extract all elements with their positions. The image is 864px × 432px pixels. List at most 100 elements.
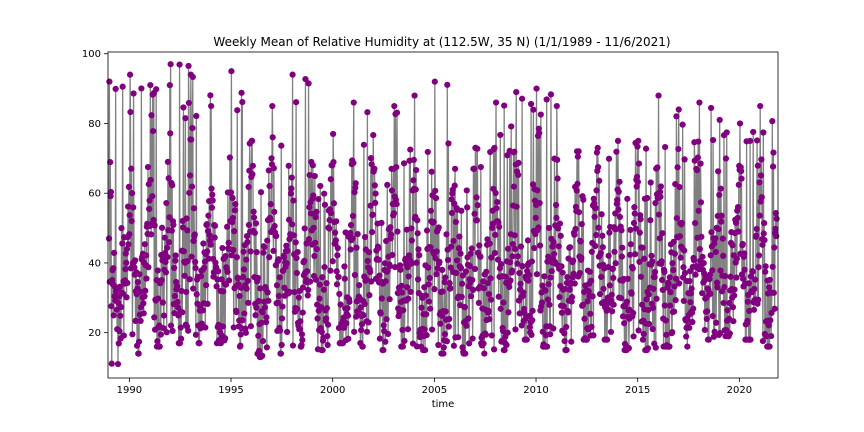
data-point — [352, 180, 359, 187]
data-point — [423, 311, 430, 318]
data-point — [509, 240, 516, 248]
data-point — [474, 202, 481, 209]
data-point — [590, 332, 597, 339]
data-point — [403, 226, 410, 233]
data-point — [164, 253, 171, 261]
data-point — [553, 102, 560, 110]
x-tick-label: 2020 — [727, 385, 752, 396]
data-point — [697, 199, 705, 206]
data-point — [695, 207, 702, 214]
data-point — [666, 274, 673, 281]
data-point — [278, 142, 285, 149]
data-point — [116, 328, 123, 335]
data-point — [383, 237, 390, 245]
data-point — [485, 291, 493, 298]
data-point — [545, 281, 552, 288]
data-point — [625, 345, 632, 352]
data-point — [208, 204, 216, 211]
data-point — [627, 226, 634, 233]
data-point — [535, 224, 542, 231]
data-point — [127, 108, 134, 116]
data-point — [199, 307, 207, 314]
data-point — [618, 253, 625, 260]
data-point — [278, 315, 286, 322]
data-point — [503, 341, 510, 349]
data-point — [509, 253, 516, 260]
data-point — [452, 218, 459, 226]
data-point — [644, 345, 652, 352]
data-point — [443, 338, 450, 345]
data-point — [397, 262, 404, 269]
data-point — [171, 264, 178, 272]
data-point — [166, 214, 173, 221]
data-point — [593, 149, 601, 156]
data-point — [570, 270, 577, 277]
data-point — [486, 316, 493, 323]
data-point — [107, 188, 115, 196]
x-tick-label: 1990 — [117, 385, 142, 396]
data-point — [604, 305, 611, 313]
data-point — [618, 227, 625, 234]
data-point — [496, 223, 503, 230]
data-point — [154, 338, 161, 345]
data-point — [280, 254, 288, 261]
data-point — [364, 109, 371, 116]
data-point — [178, 287, 185, 295]
data-point — [330, 130, 337, 138]
data-point — [405, 295, 412, 302]
data-point — [696, 99, 703, 106]
data-point — [623, 298, 631, 305]
data-point — [458, 293, 465, 300]
data-point — [388, 187, 396, 194]
data-point — [712, 235, 719, 242]
data-point — [695, 138, 702, 145]
data-point — [462, 268, 470, 275]
data-point — [610, 274, 617, 282]
data-point — [451, 182, 458, 189]
data-point — [619, 313, 627, 320]
data-point — [168, 227, 175, 234]
data-point — [459, 280, 466, 287]
data-point — [707, 290, 714, 297]
data-point — [516, 269, 523, 277]
data-point — [561, 337, 568, 345]
data-point — [576, 269, 583, 277]
data-point — [189, 125, 196, 132]
data-point — [447, 285, 454, 292]
data-point — [153, 86, 160, 93]
data-point — [408, 225, 415, 232]
data-point — [243, 285, 250, 292]
data-point — [643, 296, 650, 303]
data-point — [178, 335, 185, 342]
data-point — [599, 232, 606, 239]
data-point — [273, 282, 281, 289]
data-point — [367, 202, 374, 209]
data-point — [544, 296, 551, 303]
data-point — [690, 305, 697, 312]
data-point — [729, 242, 736, 249]
data-point — [497, 260, 505, 268]
data-point — [224, 268, 231, 275]
data-point — [421, 347, 429, 354]
data-point — [769, 163, 777, 170]
data-point — [239, 99, 246, 106]
data-point — [568, 338, 575, 345]
data-point — [481, 350, 488, 357]
data-point — [670, 308, 678, 315]
data-point — [443, 231, 450, 238]
data-point — [753, 225, 760, 233]
data-point — [750, 306, 758, 313]
data-point — [207, 241, 214, 248]
data-point — [248, 137, 256, 145]
data-point — [237, 342, 244, 349]
data-point — [744, 298, 751, 305]
data-point — [595, 224, 602, 231]
data-point — [304, 292, 311, 299]
data-point — [630, 219, 638, 227]
data-point — [360, 141, 367, 148]
data-point — [541, 273, 548, 280]
data-point — [495, 293, 502, 300]
data-point — [143, 275, 150, 282]
data-point — [574, 153, 581, 160]
data-point — [202, 282, 210, 289]
